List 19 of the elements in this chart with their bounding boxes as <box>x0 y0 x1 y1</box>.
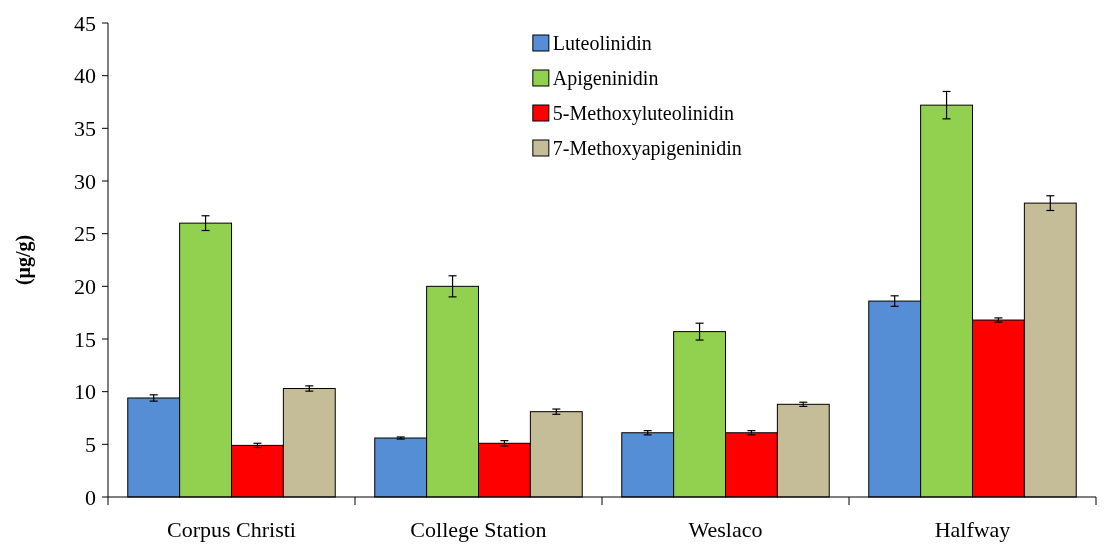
legend-label: 7-Methoxyapigeninidin <box>552 137 742 160</box>
x-tick-label: Halfway <box>934 517 1011 542</box>
y-tick-label: 20 <box>74 274 96 300</box>
y-tick-label: 40 <box>74 63 96 89</box>
x-tick-label: College Station <box>410 517 547 542</box>
y-tick-label: 15 <box>74 326 96 352</box>
y-tick-label: 25 <box>74 221 96 247</box>
y-tick-label: 30 <box>74 168 96 194</box>
y-tick-label: 45 <box>74 10 96 36</box>
y-tick-label: 5 <box>85 432 96 458</box>
y-tick-label: 35 <box>74 116 96 142</box>
y-axis-title: (μg/g) <box>12 234 35 286</box>
x-tick-label: Weslaco <box>688 517 763 542</box>
x-tick-label: Corpus Christi <box>167 517 296 542</box>
y-tick-label: 0 <box>85 484 96 510</box>
legend-label: Luteolinidin <box>552 32 652 54</box>
legend-label: 5-Methoxyluteolinidin <box>552 102 734 125</box>
y-tick-label: 10 <box>74 379 96 405</box>
legend-label: Apigeninidin <box>552 67 659 90</box>
